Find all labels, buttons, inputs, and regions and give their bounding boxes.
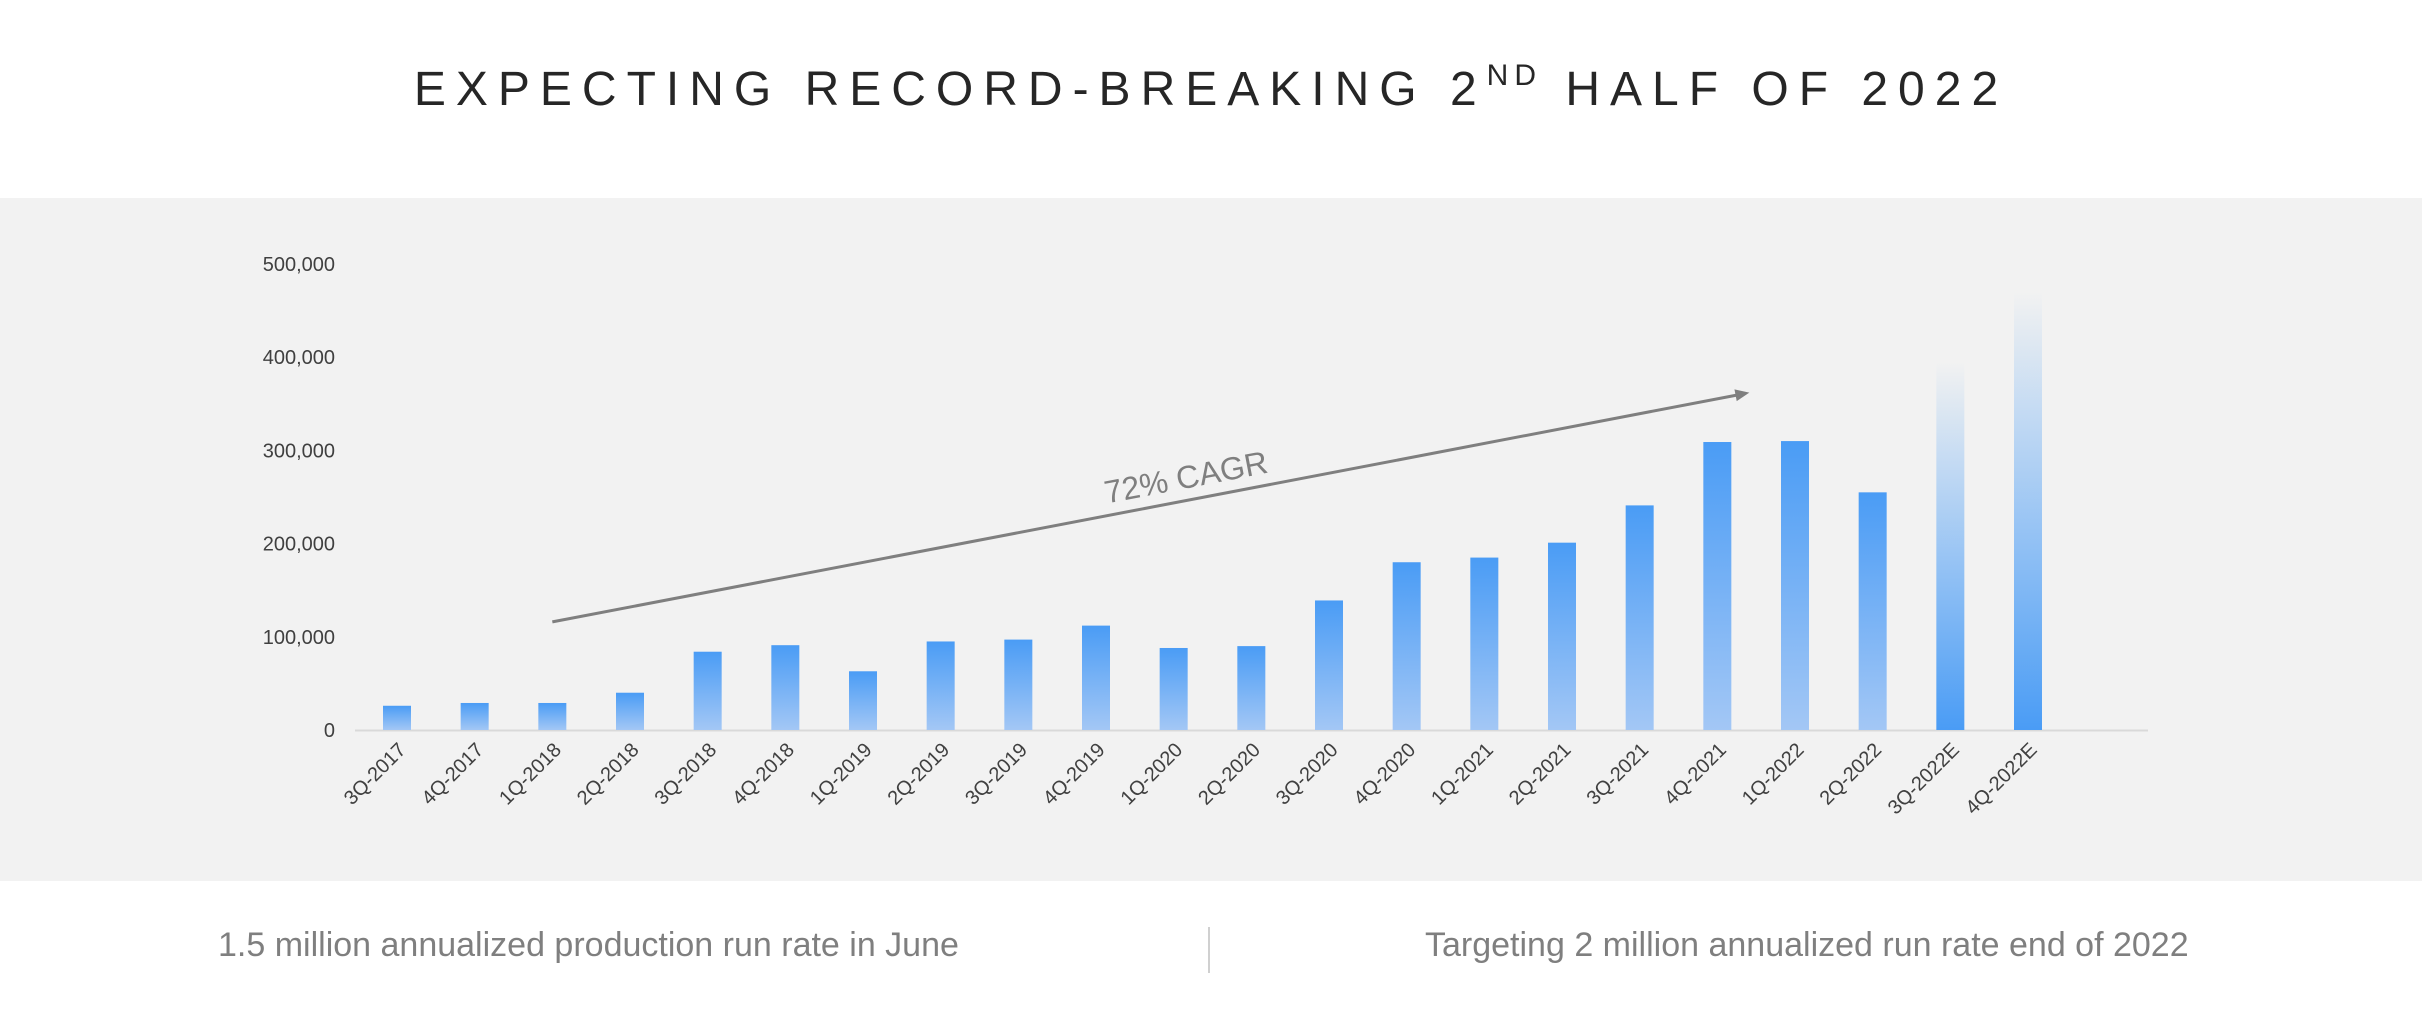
x-tick-label: 3Q-2020 [1272,739,1343,810]
x-tick-label: 4Q-2020 [1350,739,1421,810]
chart-panel: 0 100,000 200,000 300,000 400,000 500,000 3Q-… [0,198,2422,881]
x-tick-label: 4Q-2018 [728,739,799,810]
x-tick-label: 4Q-2022E [1962,739,2042,819]
bar-2Q-2020 [1237,646,1266,730]
bar-chart: 0 100,000 200,000 300,000 400,000 500,000 3Q-… [263,254,2148,819]
cagr-arrow-line [552,393,1740,624]
bar-4Q-2021 [1703,442,1732,730]
title-superscript: ND [1486,59,1542,92]
bar-1Q-2019 [849,671,877,730]
y-tick-label: 0 [324,720,335,742]
bar-3Q-2018 [693,651,722,730]
bar-1Q-2022 [1781,441,1809,730]
bar-4Q-2020 [1392,562,1421,730]
bar-1Q-2021 [1470,557,1499,730]
bars [383,291,2042,730]
x-tick-label: 4Q-2017 [418,739,489,810]
x-tick-label: 2Q-2022 [1816,739,1887,810]
bar-4Q-2017 [460,702,489,730]
bar-4Q-2019 [1082,625,1110,730]
x-tick-label: 3Q-2018 [651,739,722,810]
x-tick-label: 1Q-2019 [806,739,877,810]
bar-3Q-2021 [1625,505,1654,730]
cagr-arrowhead [1734,389,1750,402]
x-tick-label: 1Q-2022 [1738,739,1809,810]
bar-1Q-2018 [538,702,567,730]
x-tick-label: 2Q-2021 [1505,739,1576,810]
bar-3Q-2022E [1936,361,1965,730]
x-tick-label: 2Q-2018 [573,739,644,810]
x-tick-label: 3Q-2017 [340,739,411,810]
footer-right-text: Targeting 2 million annualized run rate … [1425,926,2189,964]
bar-4Q-2018 [771,645,800,730]
x-tick-label: 1Q-2018 [495,739,566,810]
y-axis: 0 100,000 200,000 300,000 400,000 500,000 [263,254,335,742]
footer-divider [1208,927,1210,973]
bar-1Q-2020 [1159,647,1188,730]
bar-2Q-2019 [926,641,955,730]
x-tick-label: 3Q-2019 [961,739,1032,810]
bar-2Q-2021 [1548,542,1576,730]
bar-3Q-2017 [383,705,411,730]
bar-3Q-2020 [1315,600,1343,730]
bar-4Q-2022E [2014,291,2042,730]
bar-3Q-2019 [1004,639,1033,730]
x-tick-label: 4Q-2021 [1660,739,1731,810]
page-title: EXPECTING RECORD-BREAKING 2ND HALF OF 20… [413,59,2009,116]
x-tick-label: 1Q-2020 [1117,739,1188,810]
x-tick-label: 1Q-2021 [1427,739,1498,810]
x-tick-label: 3Q-2022E [1884,739,1964,819]
y-tick-label: 500,000 [263,254,335,276]
footer-left-text: 1.5 million annualized production run ra… [218,926,959,964]
bar-2Q-2022 [1858,492,1887,730]
x-tick-label: 2Q-2019 [884,739,955,810]
y-tick-label: 100,000 [263,627,335,649]
y-tick-label: 400,000 [263,347,335,369]
y-tick-label: 200,000 [263,534,335,556]
y-tick-label: 300,000 [263,440,335,462]
x-tick-label: 2Q-2020 [1194,739,1265,810]
x-tick-label: 4Q-2019 [1039,739,1110,810]
bar-2Q-2018 [616,692,644,730]
x-axis: 3Q-2017 4Q-2017 1Q-2018 2Q-2018 3Q-2018 4Q-20… [340,739,2042,819]
x-tick-label: 3Q-2021 [1583,739,1654,810]
